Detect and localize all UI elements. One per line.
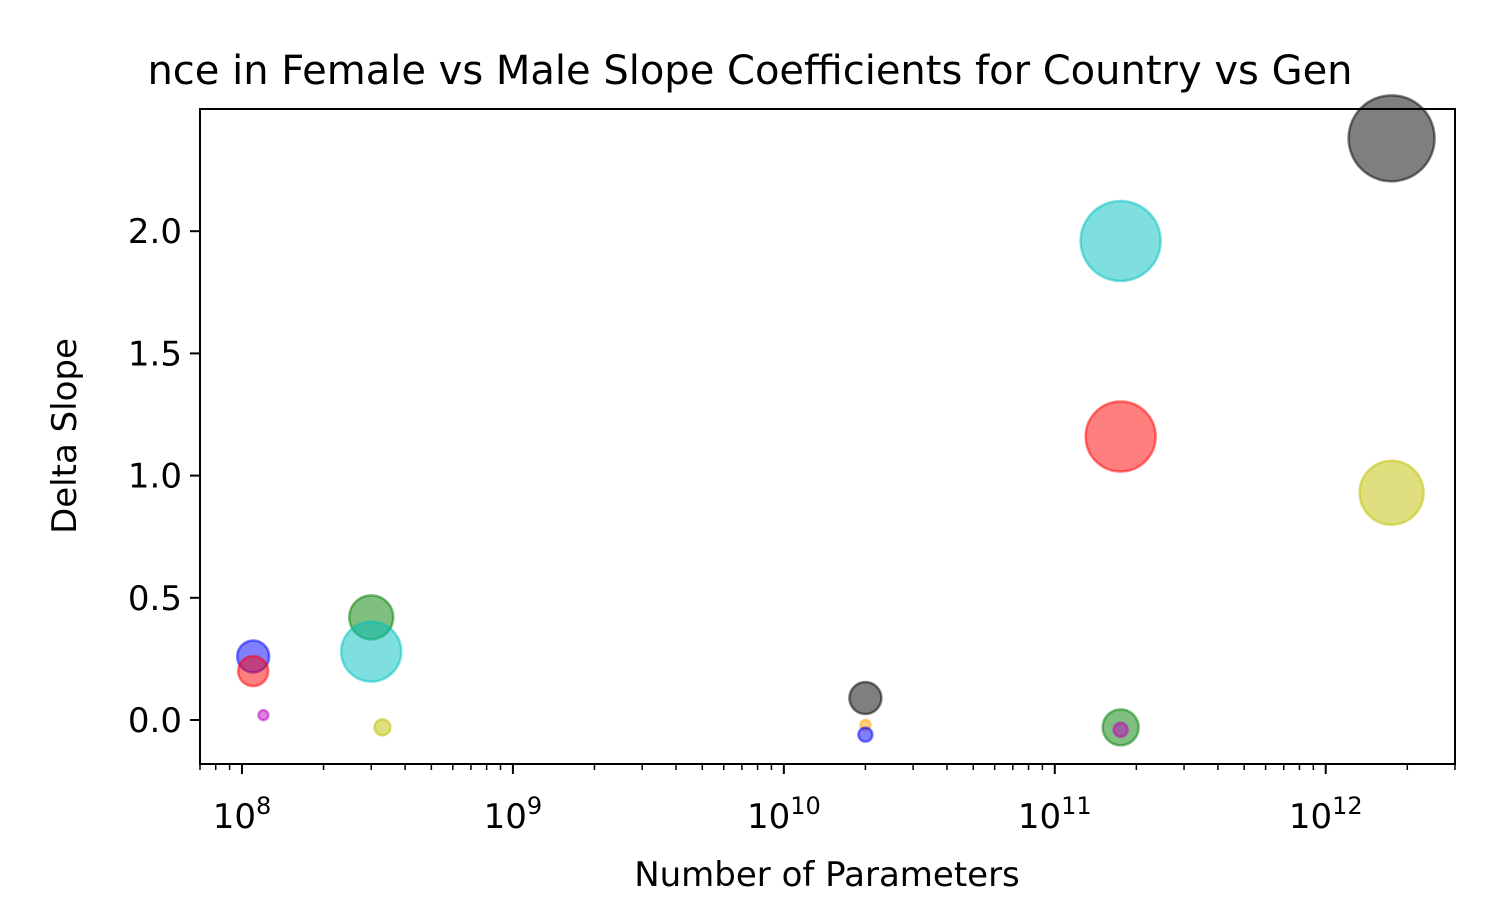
y-tick-label: 0.0 — [128, 701, 182, 741]
x-tick-label: 109 — [484, 792, 543, 837]
scatter-point-6 — [373, 718, 392, 737]
x-tick-label: 1010 — [747, 792, 821, 837]
scatter-point-3 — [257, 708, 270, 722]
plot-frame — [199, 108, 1456, 765]
x-tick-label: 1012 — [1289, 792, 1363, 837]
y-tick-label: 2.0 — [128, 212, 182, 252]
scatter-point-7 — [848, 680, 883, 716]
x-tick-label: 108 — [213, 792, 272, 837]
y-axis-ticks: 0.0 0.5 1.0 1.5 2.0 — [128, 212, 200, 741]
scatter-point-10 — [1079, 199, 1162, 283]
x-tick-label: 1011 — [1018, 792, 1092, 837]
chart-title: nce in Female vs Male Slope Coefficients… — [147, 48, 1352, 94]
scatter-point-5 — [339, 620, 403, 683]
y-tick-label: 1.0 — [128, 457, 182, 497]
scatter-point-11 — [1084, 400, 1157, 473]
scatter-point-13 — [1112, 721, 1129, 739]
scatter-point-2 — [236, 654, 270, 688]
scatter-point-14 — [1347, 94, 1436, 183]
scatter-point-9 — [857, 726, 874, 743]
scatter-point-15 — [1358, 459, 1425, 526]
x-axis-ticks: 108 109 1010 1011 1012 — [199, 764, 1456, 837]
x-axis-label: Number of Parameters — [634, 855, 1020, 895]
y-tick-label: 0.5 — [128, 579, 182, 619]
points-layer — [235, 94, 1436, 747]
y-tick-label: 1.5 — [128, 334, 182, 374]
y-axis-label: Delta Slope — [45, 338, 85, 534]
